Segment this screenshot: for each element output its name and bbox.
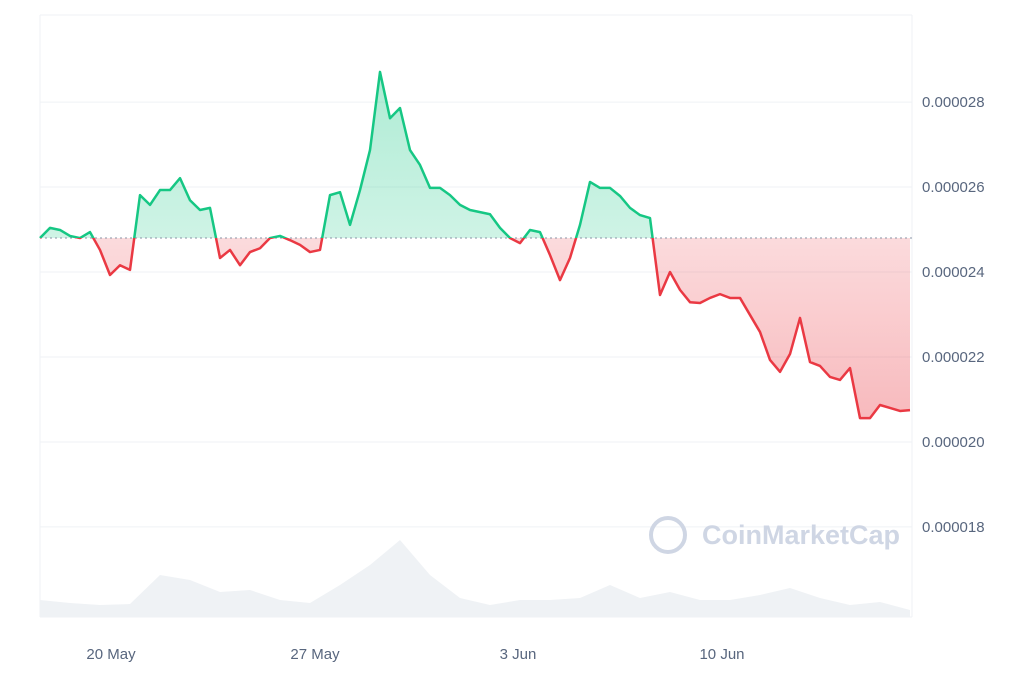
area-up (40, 71, 653, 239)
x-tick-label: 10 Jun (699, 646, 744, 663)
y-tick-label: 0.000026 (922, 179, 985, 196)
watermark: CoinMarketCap (649, 516, 900, 554)
y-tick-label: 0.000020 (922, 434, 985, 451)
x-tick-label: 27 May (290, 646, 340, 663)
watermark-text: CoinMarketCap (702, 520, 900, 550)
price-line-up (39, 70, 654, 239)
y-tick-label: 0.000018 (922, 519, 985, 536)
y-tick-label: 0.000028 (922, 94, 985, 111)
y-tick-label: 0.000024 (922, 264, 985, 281)
volume-area (40, 540, 910, 617)
y-tick-label: 0.000022 (922, 349, 985, 366)
watermark-logo (649, 516, 687, 554)
price-line-down (39, 238, 911, 420)
area-down (40, 238, 910, 419)
x-tick-label: 20 May (86, 646, 136, 663)
x-tick-label: 3 Jun (500, 646, 537, 663)
